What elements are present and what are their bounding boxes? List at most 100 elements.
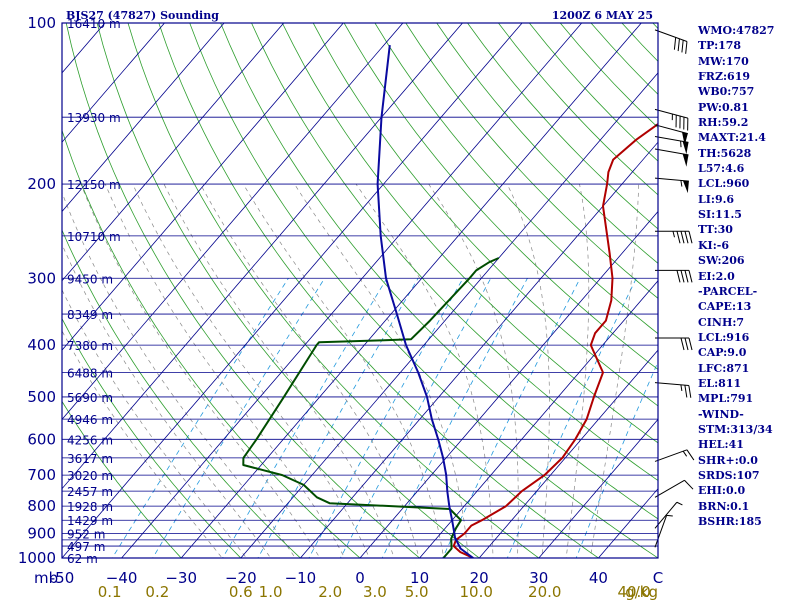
height-label: 13930 m (67, 111, 121, 125)
dry-adiabat-line (65, 23, 421, 558)
mixing-ratio-tick-label: 10.0 (460, 583, 493, 600)
temperature-tick-label: 40 (589, 569, 608, 587)
moist-adiabat-line (163, 183, 395, 558)
pressure-tick-label: 900 (27, 525, 56, 543)
pressure-tick-label: 1000 (18, 549, 56, 567)
mixing-ratio-axis-labels: 0.1 0.2 0.6 1.0 2.0 3.0 5.0 10.0 20.0 40.0g/kg (98, 583, 658, 600)
isotherm-line (62, 23, 404, 421)
index-value: TH:5628 (698, 146, 752, 160)
dry-adiabat-line (189, 23, 658, 558)
pressure-axis-labels: 100 200 300 400 500 600 700 800 900 1000 mb (18, 14, 58, 587)
parcel-profile-line (376, 44, 474, 558)
index-value: EL:811 (698, 376, 742, 390)
temperature-tick-label: -50 (50, 569, 75, 587)
index-value: LFC:871 (698, 361, 750, 375)
index-value: LCL:916 (698, 330, 750, 344)
wind-barbs (654, 29, 695, 548)
index-value: LCL:960 (698, 177, 750, 191)
temperature-tick-label: 30 (529, 569, 548, 587)
wind-barb (655, 269, 693, 283)
mixing-ratio-tick-label: 2.0 (318, 583, 342, 600)
isotherm-line (62, 23, 344, 351)
isotherm-line (478, 349, 658, 558)
moist-adiabat-line (62, 243, 272, 558)
dry-adiabat-line (220, 23, 658, 520)
index-value: TT:30 (698, 223, 733, 237)
pressure-tick-label: 600 (27, 430, 56, 448)
wind-barb (654, 148, 689, 167)
height-label: 10710 m (67, 230, 121, 244)
index-value: PW:0.81 (698, 100, 749, 114)
dry-adiabat-line (312, 23, 658, 407)
dewpoint-profile-line (242, 257, 500, 558)
wind-barb (654, 514, 673, 548)
height-label: 2457 m (67, 485, 113, 499)
moist-adiabat-line (294, 183, 469, 558)
index-value: MW:170 (698, 54, 749, 68)
station-title: BJS27 (47827) Sounding (66, 9, 219, 22)
index-value: LI:9.6 (698, 192, 735, 206)
moist-adiabat-line (590, 184, 640, 558)
isotherm-line (62, 23, 523, 558)
index-value: SI:11.5 (698, 208, 742, 222)
wind-barb (654, 382, 692, 398)
dry-adiabat-line (62, 229, 301, 558)
height-label: 5690 m (67, 391, 113, 405)
temperature-tick-label: −20 (225, 569, 257, 587)
dry-adiabat-line (405, 23, 658, 299)
index-value: MAXT:21.4 (698, 131, 766, 145)
moist-adiabat-line (132, 183, 370, 558)
index-value: CINH:7 (698, 315, 745, 329)
index-value: MPL:791 (698, 392, 754, 406)
plot-frame (61, 22, 659, 559)
dry-adiabat-line (374, 23, 658, 335)
index-value: SW:206 (698, 254, 745, 268)
moist-adiabat-line (242, 183, 445, 558)
index-value: WB0:757 (698, 85, 755, 99)
pressure-tick-label: 300 (27, 269, 56, 287)
isotherm-line (62, 23, 166, 143)
isotherm-line (419, 280, 658, 558)
pressure-tick-label: 200 (27, 175, 56, 193)
dry-adiabat-line (62, 400, 182, 558)
moist-adiabat-line (80, 183, 321, 558)
height-label: 16410 m (67, 17, 121, 31)
temperature-tick-label: 0 (355, 569, 365, 587)
height-label: 497 m (67, 540, 105, 554)
moist-adiabat-line (506, 183, 550, 558)
isotherm-line (62, 23, 225, 213)
height-label: 1928 m (67, 500, 113, 514)
index-value: -PARCEL- (698, 284, 758, 298)
height-label: 4946 m (67, 413, 113, 427)
index-value: WMO:47827 (698, 24, 775, 37)
pressure-tick-label: 100 (27, 14, 56, 32)
mixing-ratio-tick-label: 0.1 (98, 583, 122, 600)
temperature-tick-label: 10 (410, 569, 429, 587)
moist-adiabat-line (565, 184, 590, 558)
dry-adiabat-line (343, 23, 658, 370)
moist-adiabat-line (355, 183, 494, 558)
wind-barb (655, 230, 693, 244)
wind-barb (654, 124, 688, 146)
height-label: 952 m (67, 528, 105, 542)
height-label: 62 m (67, 552, 98, 566)
dry-adiabat-line (62, 317, 242, 558)
index-value: KI:-6 (698, 238, 729, 252)
moist-adiabats (62, 183, 640, 558)
index-value: FRZ:619 (698, 70, 751, 84)
isobars (62, 23, 658, 558)
mixing-ratio-tick-label: 1.0 (259, 583, 283, 600)
isotherm-line (299, 141, 658, 558)
height-label: 6488 m (67, 366, 113, 380)
mixing-ratio-line (222, 278, 388, 558)
pressure-tick-label: 800 (27, 497, 56, 515)
isotherm-line (121, 23, 583, 558)
height-label: 3617 m (67, 452, 113, 466)
height-label: 3020 m (67, 469, 113, 483)
height-label: 4256 m (67, 433, 113, 447)
wind-barb (654, 501, 683, 529)
index-value: BSHR:185 (698, 515, 762, 528)
pressure-tick-label: 700 (27, 466, 56, 484)
height-label: 1429 m (67, 514, 113, 528)
